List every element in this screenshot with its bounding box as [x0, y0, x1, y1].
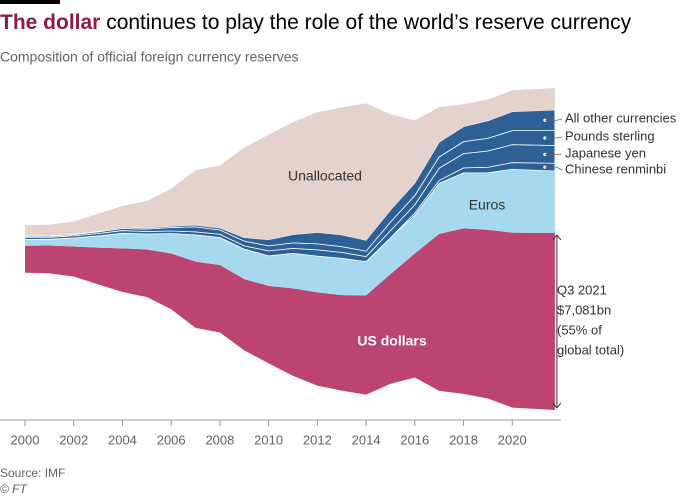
x-tick-label: 2018 [449, 432, 478, 447]
leader-line [544, 118, 563, 121]
legend-label: Pounds sterling [565, 128, 655, 143]
credit: © FT [0, 482, 29, 496]
area [25, 88, 555, 241]
leader-line [544, 136, 563, 139]
title-rest: continues to play the role of the world’… [106, 11, 631, 34]
annotation: global total) [557, 342, 624, 357]
x-tick-label: 2016 [400, 432, 429, 447]
x-tick-label: 2010 [254, 432, 283, 447]
x-tick-label: 2006 [157, 432, 186, 447]
x-tick-label: 2002 [59, 432, 88, 447]
annotation: (55% of [557, 322, 602, 337]
series-label: Unallocated [288, 168, 362, 184]
x-tick-label: 2004 [108, 432, 137, 447]
x-tick-label: 2014 [352, 432, 381, 447]
annotation: Q3 2021 [557, 282, 607, 297]
plot: 2000 2002 2004 2006 2008 2010 2012 2014 2016 2018… [0, 88, 677, 447]
leader-line [544, 166, 563, 171]
series-label: Euros [469, 197, 506, 213]
brand-bar [0, 0, 60, 4]
series-label: US dollars [357, 333, 426, 349]
chart-title: The dollar continues to play the role of… [0, 11, 632, 34]
subtitle: Composition of official foreign currency… [0, 49, 299, 65]
title-highlight: The dollar [0, 11, 100, 34]
area [25, 228, 555, 410]
legend-label: Chinese renminbi [565, 161, 666, 176]
source: Source: IMF [0, 466, 65, 480]
legend-label: All other currencies [565, 110, 677, 125]
area [25, 169, 555, 296]
area [24, 109, 556, 252]
annotation: $7,081bn [557, 302, 611, 317]
x-tick-label: 2020 [498, 432, 527, 447]
x-tick-label: 2008 [205, 432, 234, 447]
x-tick-label: 2000 [11, 432, 40, 447]
bracket-arrow [552, 234, 562, 409]
legend-label: Japanese yen [565, 145, 646, 160]
x-tick-label: 2012 [303, 432, 332, 447]
